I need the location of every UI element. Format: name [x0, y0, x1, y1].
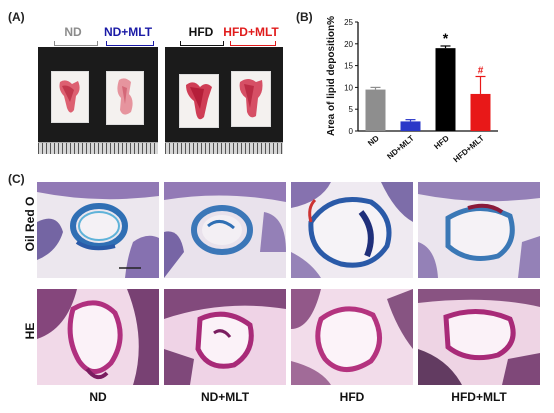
micrograph-oil-red-o-nd	[37, 182, 159, 278]
col-label-nd-mlt: ND+MLT	[200, 390, 250, 404]
micrograph-oil-red-o-nd-mlt	[164, 182, 286, 278]
y-axis-label: Area of lipid deposition%	[326, 16, 337, 136]
x-tick-label: ND+MLT	[385, 134, 415, 162]
group-label-nd: ND	[64, 25, 82, 39]
y-tick-label: 20	[344, 40, 353, 49]
bar-nd	[365, 89, 386, 131]
micrograph-he-nd-mlt	[164, 289, 286, 385]
y-tick-label: 25	[344, 18, 353, 27]
bracket-nd	[54, 41, 98, 46]
panel-label-a: (A)	[8, 10, 25, 24]
y-tick-label: 0	[349, 127, 354, 136]
micrograph-he-hfd	[291, 289, 413, 385]
panel-label-b: (B)	[296, 10, 313, 24]
x-tick-label: HFD+MLT	[452, 134, 486, 165]
tissue-card-nd-mlt	[106, 71, 144, 125]
y-tick-label: 10	[344, 83, 353, 92]
tissue-stain-nd-mlt	[117, 78, 133, 115]
significance-mark: #	[478, 66, 484, 77]
col-label-hfd: HFD	[339, 390, 365, 404]
tissue-stain-nd	[59, 80, 80, 113]
micrograph-he-nd	[37, 289, 159, 385]
aorta-photo-nd-group	[38, 47, 158, 154]
y-tick-label: 15	[344, 62, 353, 71]
aorta-photo-hfd-group	[165, 47, 283, 154]
bracket-hfd-mlt	[230, 41, 276, 46]
x-tick-labels: ND ND+MLT HFD HFD+MLT	[366, 133, 486, 164]
ruler-left	[38, 142, 158, 154]
micrograph-he-hfd-mlt	[418, 289, 540, 385]
bar-hfd-mlt	[470, 93, 491, 131]
bar-nd-mlt	[400, 121, 421, 131]
col-label-hfd-mlt: HFD+MLT	[451, 390, 507, 404]
tissue-stain-hfd-mlt	[239, 79, 263, 118]
bracket-hfd	[180, 41, 224, 46]
tissue-card-hfd	[179, 74, 219, 128]
ruler-right	[165, 142, 283, 154]
significance-mark: *	[443, 30, 449, 46]
group-label-hfd: HFD	[188, 25, 214, 39]
tissue-card-nd	[51, 71, 89, 123]
row-label-oil-red-o: Oil Red O	[23, 196, 37, 252]
micrograph-oil-red-o-hfd-mlt	[418, 182, 540, 278]
group-label-hfd-mlt: HFD+MLT	[223, 25, 279, 39]
bar-hfd	[435, 48, 456, 131]
x-tick-label: ND	[366, 133, 381, 147]
tissue-card-hfd-mlt	[231, 71, 271, 127]
panel-label-c: (C)	[8, 172, 25, 186]
bars: *#	[365, 30, 491, 131]
col-label-nd: ND	[89, 390, 107, 404]
x-tick-label: HFD	[432, 134, 451, 152]
bracket-nd-mlt	[106, 41, 154, 46]
group-label-nd-mlt: ND+MLT	[103, 25, 153, 39]
y-tick-label: 5	[349, 105, 354, 114]
micrograph-oil-red-o-hfd	[291, 182, 413, 278]
tissue-stain-hfd	[186, 82, 212, 120]
row-label-he: HE	[23, 322, 37, 340]
